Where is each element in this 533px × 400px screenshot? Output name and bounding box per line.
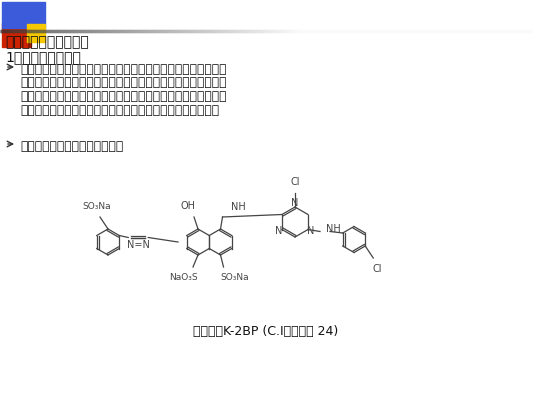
Text: 活性艳红K-2BP (C.I反应性红 24): 活性艳红K-2BP (C.I反应性红 24) [193,325,338,338]
Text: 偶氮活性染料多以单偶氮结构为主，尤其是红、黄、橙等浅色系: 偶氮活性染料多以单偶氮结构为主，尤其是红、黄、橙等浅色系 [20,63,227,76]
Text: Cl: Cl [373,264,382,274]
Text: N: N [275,226,282,236]
Text: NaO₃S: NaO₃S [168,273,197,282]
Text: Cl: Cl [290,177,300,187]
Text: 共平面性，以及增加与纤维形成氢键的基团数等来达到目的。: 共平面性，以及增加与纤维形成氢键的基团数等来达到目的。 [20,104,219,116]
Text: N: N [308,226,314,236]
Text: 1、偶氮类活性染料: 1、偶氮类活性染料 [5,50,81,64]
Text: NH: NH [326,224,341,234]
Text: NH: NH [230,202,245,212]
Text: OH: OH [181,201,196,211]
Bar [27,24,45,42]
Text: 列。近年来为改善这类染料的直接性，提高固色率，满足低盐或: 列。近年来为改善这类染料的直接性，提高固色率，满足低盐或 [20,76,227,90]
Text: N=N: N=N [127,240,150,250]
Text: SO₃Na: SO₃Na [220,273,249,282]
Text: 无盐染色要求，常通过增大母体结构及分子量，提高母体结构的: 无盐染色要求，常通过增大母体结构及分子量，提高母体结构的 [20,90,227,103]
Bar [2,2,45,28]
Bar [2,23,31,47]
Text: N: N [292,198,298,208]
Text: 单偶氮结构为主：黄、橙、红色: 单偶氮结构为主：黄、橙、红色 [20,140,123,153]
Text: 活性染料的母体结构：: 活性染料的母体结构： [5,35,89,49]
Text: SO₃Na: SO₃Na [83,202,111,211]
